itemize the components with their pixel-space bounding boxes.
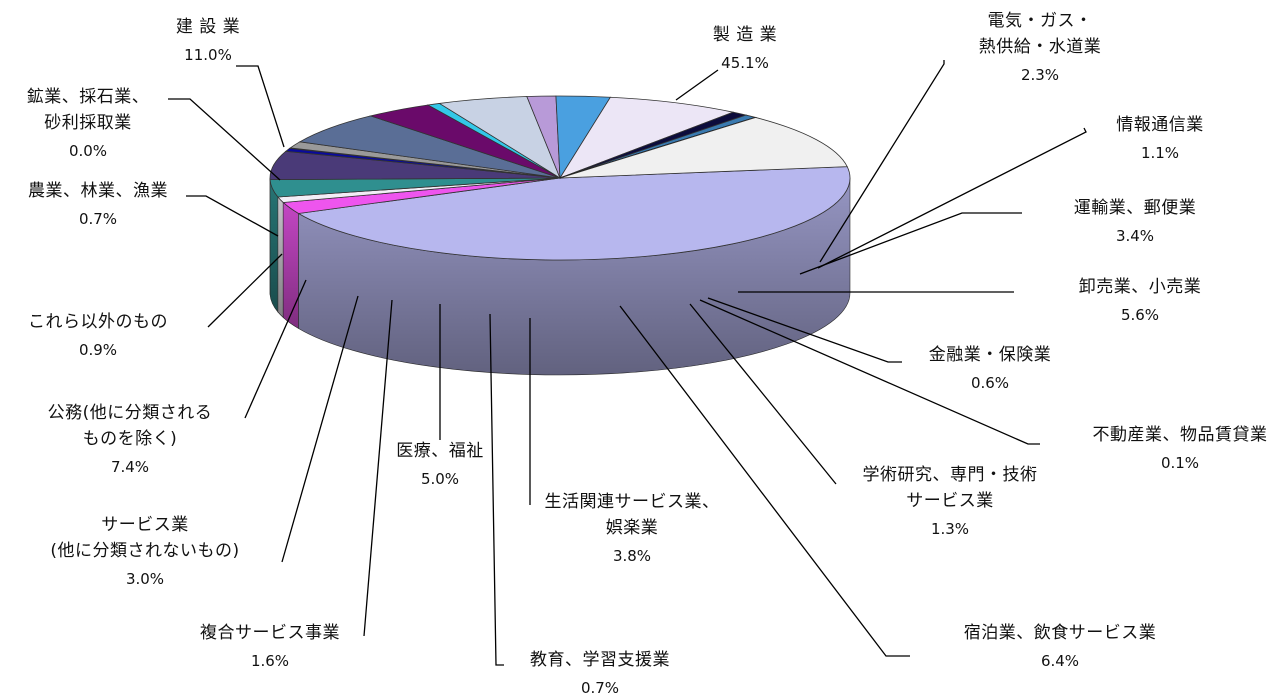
slice-value-17: 0.0% xyxy=(69,142,107,160)
pie-side-shade-2 xyxy=(277,197,284,318)
pie-slice-0 xyxy=(297,166,851,261)
slice-label-1: 電気・ガス・ xyxy=(988,11,1093,31)
slice-label-5: 金融業・保険業 xyxy=(929,345,1052,365)
slice-value-13: 3.0% xyxy=(126,570,164,588)
slice-label-17: 鉱業、採石業、 xyxy=(27,87,150,107)
slice-label-9: 生活関連サービス業、 xyxy=(545,492,720,512)
slice-label-17-line2: 砂利採取業 xyxy=(44,113,132,133)
pie-side-shade-3 xyxy=(270,179,278,313)
slice-label-11: 医療、福祉 xyxy=(396,441,484,461)
leader-line-7 xyxy=(689,303,837,485)
leader-line-13 xyxy=(281,295,359,563)
slice-value-4: 5.6% xyxy=(1121,306,1159,324)
leader-line-10 xyxy=(489,313,504,666)
leader-line-16 xyxy=(186,195,279,237)
slice-label-14: 公務(他に分類される xyxy=(48,403,213,423)
slice-label-8: 宿泊業、飲食サービス業 xyxy=(964,623,1157,643)
slice-label-4: 卸売業、小売業 xyxy=(1079,277,1202,297)
slice-labels: 製 造 業 45.1% 電気・ガス・熱供給・水道業 2.3% 情報通信業 1.1% 運輸業、… xyxy=(27,11,1268,697)
slice-label-16: 農業、林業、漁業 xyxy=(28,181,168,201)
leader-lines xyxy=(168,60,1087,666)
slice-label-15: これら以外のもの xyxy=(28,312,168,332)
pie-slices xyxy=(269,95,851,261)
slice-value-11: 5.0% xyxy=(421,470,459,488)
leader-line-17 xyxy=(168,98,281,181)
slice-value-8: 6.4% xyxy=(1041,652,1079,670)
slice-value-6: 0.1% xyxy=(1161,454,1199,472)
pie-slice-14 xyxy=(559,96,735,179)
leader-line-15 xyxy=(207,253,283,328)
slice-label-10: 教育、学習支援業 xyxy=(530,650,670,670)
slice-value-14: 7.4% xyxy=(111,458,149,476)
slice-value-18: 11.0% xyxy=(184,46,232,64)
slice-label-13-line2: (他に分類されないもの) xyxy=(50,541,239,561)
slice-value-15: 0.9% xyxy=(79,341,117,359)
slice-label-3: 運輸業、郵便業 xyxy=(1074,198,1197,218)
slice-label-7: 学術研究、専門・技術 xyxy=(863,465,1038,485)
slice-value-16: 0.7% xyxy=(79,210,117,228)
leader-line-14 xyxy=(244,279,307,419)
slice-label-18: 建 設 業 xyxy=(176,17,240,37)
leader-line-2 xyxy=(817,127,1087,269)
slice-label-2: 情報通信業 xyxy=(1116,115,1204,135)
slice-label-9-line2: 娯楽業 xyxy=(606,518,659,538)
pie-side-shade-1 xyxy=(283,202,299,329)
slice-value-10: 0.7% xyxy=(581,679,619,697)
slice-label-12: 複合サービス事業 xyxy=(200,623,340,643)
leader-line-12 xyxy=(363,299,393,637)
pie-side-shade-0 xyxy=(298,178,850,375)
slice-label-6: 不動産業、物品賃貸業 xyxy=(1093,425,1268,445)
slice-label-13: サービス業 xyxy=(101,515,189,535)
slice-label-1-line2: 熱供給・水道業 xyxy=(979,37,1102,57)
leader-line-6 xyxy=(699,299,1040,445)
leader-line-1 xyxy=(819,60,945,263)
leader-line-3 xyxy=(799,212,1022,275)
slice-value-2: 1.1% xyxy=(1141,144,1179,162)
leader-line-0 xyxy=(675,69,719,101)
slice-value-5: 0.6% xyxy=(971,374,1009,392)
slice-value-12: 1.6% xyxy=(251,652,289,670)
pie-sides xyxy=(269,177,851,376)
slice-label-14-line2: ものを除く) xyxy=(83,429,178,449)
slice-label-7-line2: サービス業 xyxy=(906,491,994,511)
pie-slice-8 xyxy=(298,115,561,179)
leader-line-18 xyxy=(236,65,285,148)
slice-value-9: 3.8% xyxy=(613,547,651,565)
slice-value-7: 1.3% xyxy=(931,520,969,538)
slice-label-0: 製 造 業 xyxy=(713,25,777,45)
slice-value-1: 2.3% xyxy=(1021,66,1059,84)
slice-value-0: 45.1% xyxy=(721,54,769,72)
leader-line-8 xyxy=(619,305,910,657)
pie-slice-18 xyxy=(559,117,848,179)
leader-line-5 xyxy=(707,297,902,363)
slice-value-3: 3.4% xyxy=(1116,227,1154,245)
